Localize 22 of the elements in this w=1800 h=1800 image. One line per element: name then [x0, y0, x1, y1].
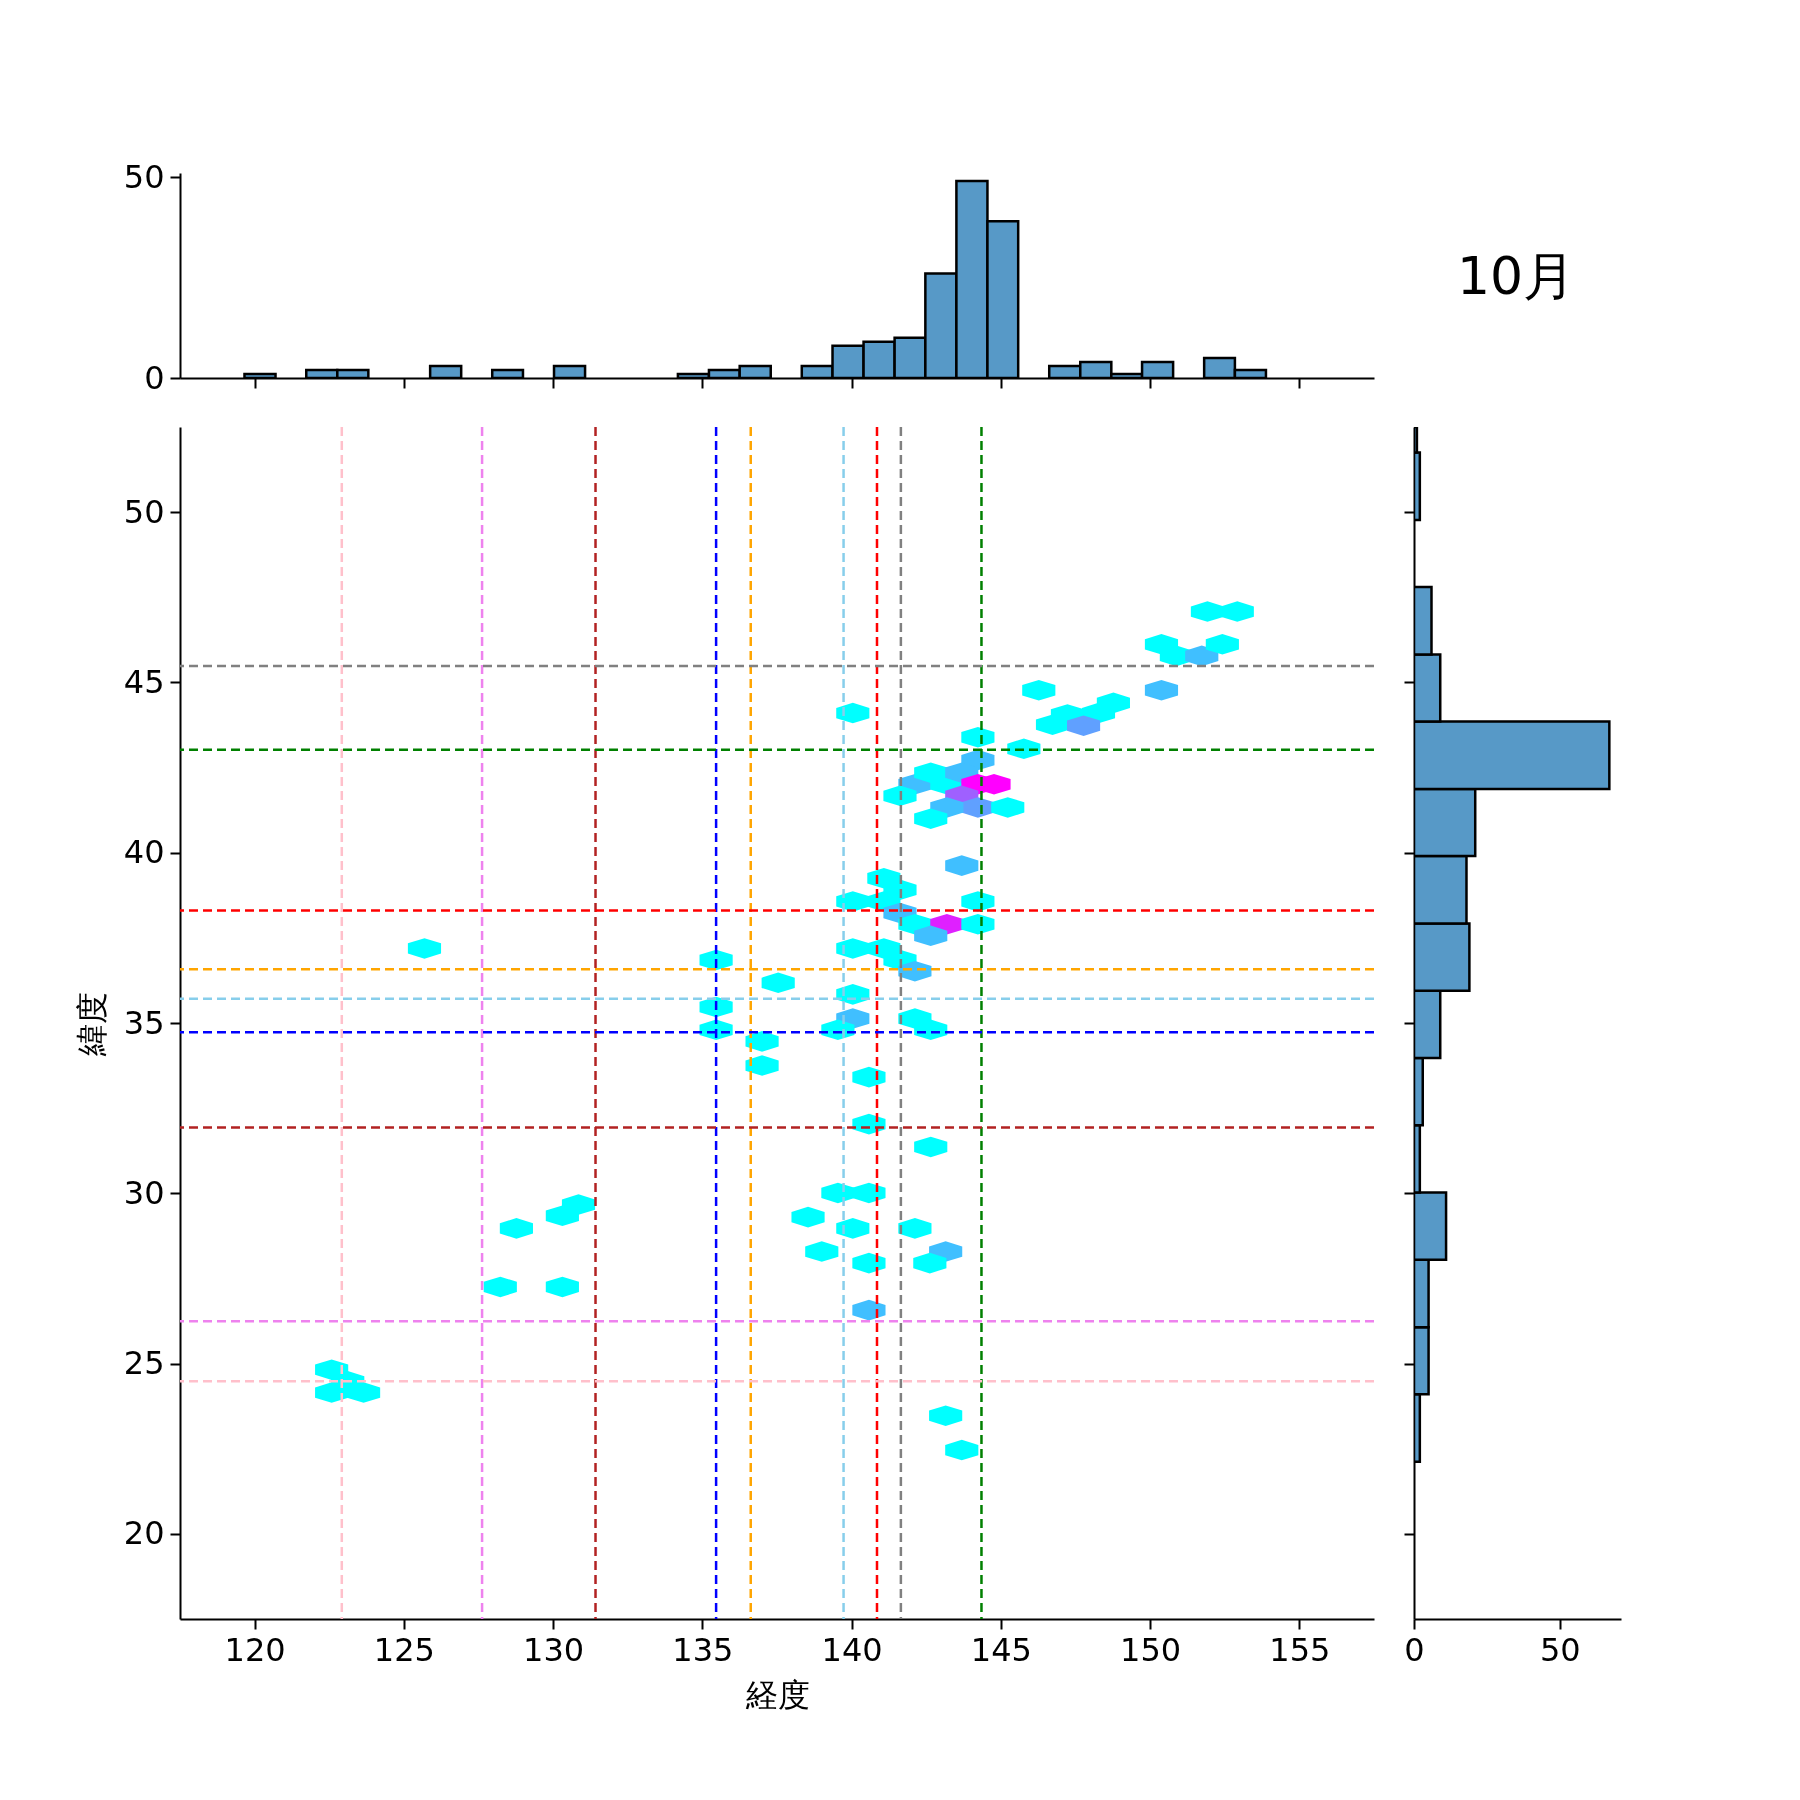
- x-tick-label: 145: [970, 1630, 1032, 1669]
- y-tick-label: 20: [123, 1514, 165, 1553]
- x-tick-label: 50: [1539, 1630, 1581, 1669]
- x-axis-title: 経度: [744, 1675, 810, 1714]
- y-tick-label: 40: [123, 833, 165, 872]
- chart-title: 10月: [1456, 246, 1576, 306]
- x-tick-label: 155: [1269, 1630, 1331, 1669]
- x-tick-label: 150: [1120, 1630, 1182, 1669]
- y-tick-label: 50: [123, 492, 165, 531]
- x-tick-label: 135: [672, 1630, 734, 1669]
- x-tick-label: 130: [523, 1630, 585, 1669]
- x-tick-label: 120: [224, 1630, 286, 1669]
- x-tick-label: 0: [1404, 1630, 1425, 1669]
- y-tick-label: 35: [123, 1003, 165, 1042]
- x-tick-label: 125: [373, 1630, 435, 1669]
- y-tick-label: 50: [123, 157, 165, 196]
- y-tick-label: 30: [123, 1173, 165, 1212]
- y-axis-title: 緯度: [72, 991, 111, 1057]
- y-tick-label: 25: [123, 1344, 165, 1383]
- x-tick-label: 140: [821, 1630, 883, 1669]
- y-tick-label: 0: [144, 358, 165, 397]
- y-tick-label: 45: [123, 662, 165, 701]
